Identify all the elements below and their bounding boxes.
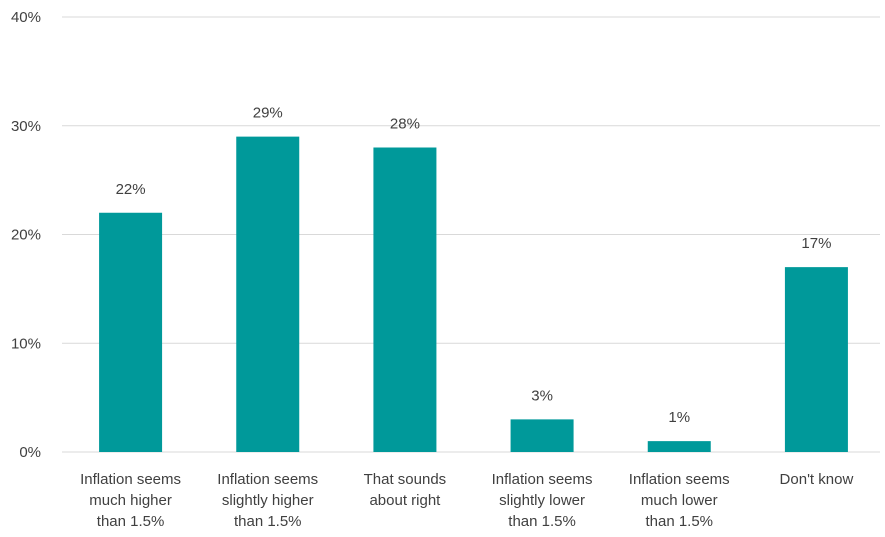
- category-label: about right: [369, 492, 441, 509]
- category-label: Inflation seems: [492, 471, 593, 488]
- category-label: That sounds: [364, 471, 447, 488]
- y-axis-tick-labels: 0% 10% 20% 30% 40%: [11, 9, 41, 461]
- data-label: 29%: [253, 105, 283, 122]
- category-label: slightly higher: [222, 492, 314, 509]
- bar: [373, 147, 437, 452]
- category-label: Inflation seems: [217, 471, 318, 488]
- category-label: much higher: [89, 492, 172, 509]
- data-label: 22%: [116, 181, 146, 198]
- bar: [236, 136, 300, 452]
- category-label: than 1.5%: [234, 513, 302, 530]
- bar: [647, 441, 711, 452]
- category-labels: Inflation seems much higher than 1.5% Infla…: [80, 471, 853, 530]
- y-tick-label: 0%: [19, 444, 41, 461]
- y-tick-label: 10%: [11, 335, 41, 352]
- y-tick-label: 20%: [11, 227, 41, 244]
- bar: [510, 419, 574, 452]
- gridlines: [62, 16, 880, 453]
- bar: [784, 267, 848, 452]
- data-label: 1%: [668, 409, 690, 426]
- category-label: much lower: [641, 492, 718, 509]
- category-label: than 1.5%: [645, 513, 713, 530]
- category-label: Inflation seems: [80, 471, 181, 488]
- data-label: 3%: [531, 387, 553, 404]
- data-label: 28%: [390, 116, 420, 133]
- category-label: than 1.5%: [97, 513, 165, 530]
- category-label: than 1.5%: [508, 513, 576, 530]
- y-tick-label: 40%: [11, 9, 41, 26]
- category-label: Don't know: [780, 471, 854, 488]
- bars: [99, 136, 848, 452]
- bar: [99, 212, 163, 452]
- data-label: 17%: [801, 235, 831, 252]
- data-labels: 22% 29% 28% 3% 1% 17%: [116, 105, 832, 427]
- category-label: Inflation seems: [629, 471, 730, 488]
- category-label: slightly lower: [499, 492, 585, 509]
- y-tick-label: 30%: [11, 118, 41, 135]
